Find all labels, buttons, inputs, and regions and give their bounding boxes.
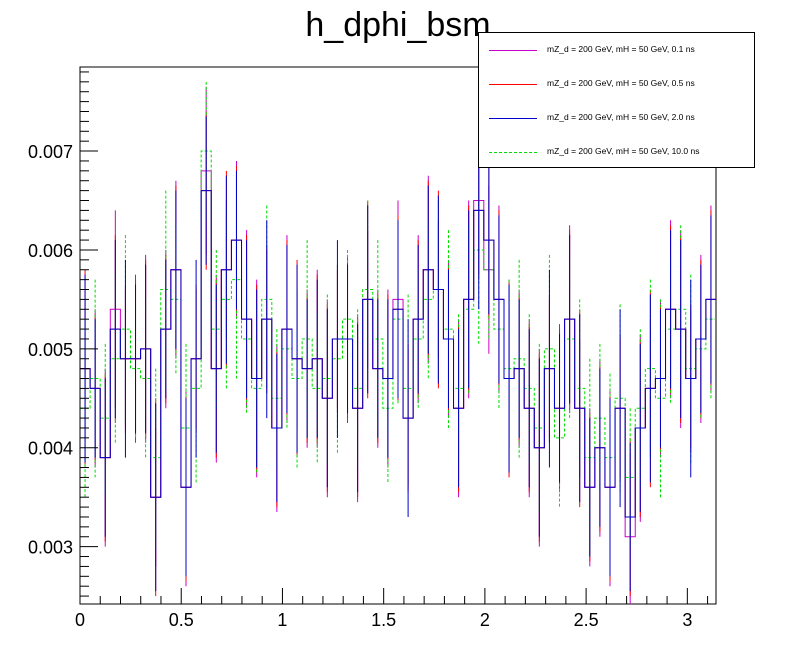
legend-entry-2-0ns: mZ_d = 200 GeV, mH = 50 GeV, 2.0 ns xyxy=(479,109,756,129)
y-tick-label-0.007: 0.007 xyxy=(28,142,73,162)
legend-label-0-5ns: mZ_d = 200 GeV, mH = 50 GeV, 0.5 ns xyxy=(547,78,695,88)
plot-border xyxy=(79,66,717,605)
x-tick-label-0: 0 xyxy=(75,610,85,630)
y-tick-label-0.006: 0.006 xyxy=(28,241,73,261)
legend-entry-0-1ns: mZ_d = 200 GeV, mH = 50 GeV, 0.1 ns xyxy=(479,41,756,61)
plot-frame xyxy=(79,66,717,605)
legend-swatch-10-0ns xyxy=(489,152,537,153)
chart-title: h_dphi_bsm xyxy=(305,6,491,44)
series-2 xyxy=(80,111,716,592)
y-tick-label-0.003: 0.003 xyxy=(28,538,73,558)
axis-layer: 0 0.5 1 1.5 2 2.5 3 0.003 0.004 0.005 0.006 0.007 xyxy=(28,71,709,630)
y-tick-label-0.005: 0.005 xyxy=(28,340,73,360)
legend-swatch-0-5ns xyxy=(489,84,537,85)
x-tick-label-2.5: 2.5 xyxy=(574,610,599,630)
legend-swatch-0-1ns xyxy=(489,50,537,51)
y-tick-label-0.004: 0.004 xyxy=(28,439,73,459)
legend-label-10-0ns: mZ_d = 200 GeV, mH = 50 GeV, 10.0 ns xyxy=(547,146,700,156)
x-tick-label-0.5: 0.5 xyxy=(169,610,194,630)
x-tick-label-1.5: 1.5 xyxy=(371,610,396,630)
series-layer xyxy=(80,81,716,604)
x-tick-label-3: 3 xyxy=(682,610,692,630)
legend-label-0-1ns: mZ_d = 200 GeV, mH = 50 GeV, 0.1 ns xyxy=(547,44,695,54)
legend-entry-0-5ns: mZ_d = 200 GeV, mH = 50 GeV, 0.5 ns xyxy=(479,75,756,95)
legend-entry-10-0ns: mZ_d = 200 GeV, mH = 50 GeV, 10.0 ns xyxy=(479,143,756,163)
legend-label-2-0ns: mZ_d = 200 GeV, mH = 50 GeV, 2.0 ns xyxy=(547,112,695,122)
x-tick-label-2: 2 xyxy=(480,610,490,630)
legend-swatch-2-0ns xyxy=(489,118,537,119)
x-tick-label-1: 1 xyxy=(277,610,287,630)
legend: mZ_d = 200 GeV, mH = 50 GeV, 0.1 ns mZ_d… xyxy=(478,32,755,168)
